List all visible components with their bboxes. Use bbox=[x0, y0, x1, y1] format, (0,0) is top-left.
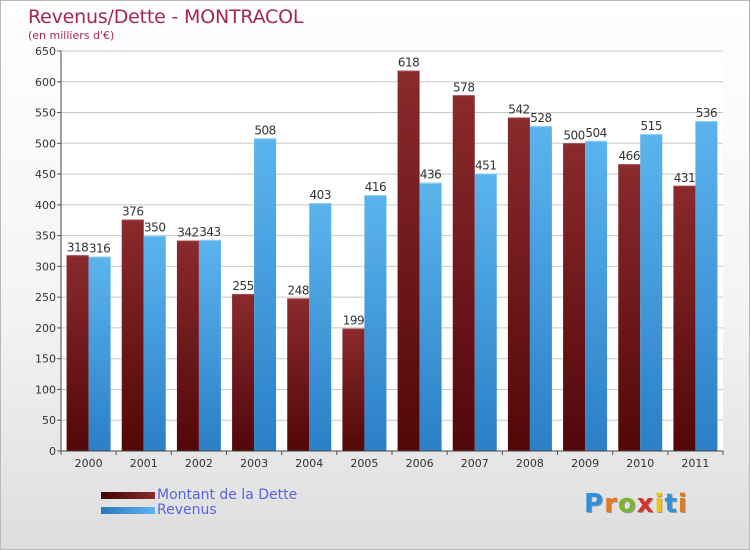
legend-swatch-dette bbox=[101, 491, 155, 499]
data-label-dette: 618 bbox=[398, 56, 419, 70]
bar-revenus bbox=[364, 195, 387, 451]
data-label-revenus: 536 bbox=[696, 106, 717, 120]
plot-area bbox=[61, 51, 723, 451]
y-tick-label: 50 bbox=[42, 414, 56, 427]
legend-label-dette: Montant de la Dette bbox=[157, 487, 298, 503]
y-tick-label: 200 bbox=[35, 322, 56, 335]
bar-dette bbox=[452, 95, 475, 452]
data-label-dette: 542 bbox=[508, 102, 529, 116]
chart-title: Revenus/Dette - MONTRACOL bbox=[28, 6, 304, 28]
y-tick-label: 450 bbox=[35, 168, 56, 181]
bar-dette bbox=[176, 240, 199, 451]
x-tick-label: 2006 bbox=[406, 457, 434, 470]
logo-letter: t bbox=[664, 489, 678, 519]
bar-dette bbox=[563, 143, 586, 452]
legend-item-dette: Montant de la Dette bbox=[101, 487, 297, 503]
bar-revenus bbox=[640, 134, 663, 452]
data-label-revenus: 436 bbox=[420, 168, 441, 182]
y-tick-label: 400 bbox=[35, 199, 56, 212]
bar-dette bbox=[342, 328, 365, 451]
logo-letter: i bbox=[677, 489, 688, 519]
bar-revenus bbox=[474, 173, 497, 451]
x-tick-label: 2003 bbox=[240, 457, 268, 470]
data-label-revenus: 515 bbox=[641, 119, 662, 133]
data-label-dette: 248 bbox=[288, 283, 309, 297]
legend-item-revenus: Revenus bbox=[101, 502, 217, 518]
data-label-revenus: 403 bbox=[310, 188, 331, 202]
logo-letter: r bbox=[604, 489, 618, 519]
data-label-revenus: 528 bbox=[530, 111, 551, 125]
bar-dette bbox=[121, 219, 144, 451]
bar-revenus bbox=[143, 235, 166, 451]
data-label-revenus: 504 bbox=[585, 126, 606, 140]
y-tick-label: 300 bbox=[35, 260, 56, 273]
legend-label-revenus: Revenus bbox=[157, 502, 217, 518]
y-tick-label: 250 bbox=[35, 291, 56, 304]
data-label-revenus: 316 bbox=[89, 242, 110, 256]
data-label-dette: 342 bbox=[177, 226, 198, 240]
x-tick-label: 2001 bbox=[130, 457, 158, 470]
data-label-revenus: 416 bbox=[365, 180, 386, 194]
bar-revenus bbox=[529, 126, 552, 452]
data-label-dette: 466 bbox=[619, 149, 640, 163]
x-tick-label: 2002 bbox=[185, 457, 213, 470]
x-tick-label: 2004 bbox=[295, 457, 323, 470]
x-tick-label: 2000 bbox=[75, 457, 103, 470]
proxiti-logo: Proxiti bbox=[584, 489, 688, 519]
legend-swatch-revenus bbox=[101, 506, 155, 514]
bar-dette bbox=[66, 255, 89, 451]
x-tick-label: 2011 bbox=[681, 457, 709, 470]
x-tick-label: 2007 bbox=[461, 457, 489, 470]
x-tick-label: 2009 bbox=[571, 457, 599, 470]
data-label-dette: 199 bbox=[343, 314, 364, 328]
bar-revenus bbox=[585, 140, 608, 451]
data-label-dette: 376 bbox=[122, 205, 143, 219]
data-label-revenus: 508 bbox=[254, 123, 275, 137]
data-label-dette: 255 bbox=[232, 279, 253, 293]
data-label-revenus: 350 bbox=[144, 221, 165, 235]
bar-revenus bbox=[419, 182, 442, 451]
chart-subtitle: (en milliers d'€) bbox=[28, 29, 115, 42]
data-label-dette: 431 bbox=[674, 171, 695, 185]
x-tick-label: 2008 bbox=[516, 457, 544, 470]
logo-letter: o bbox=[617, 489, 637, 519]
y-tick-label: 650 bbox=[35, 45, 56, 58]
bar-dette bbox=[507, 117, 530, 451]
bar-dette bbox=[287, 298, 310, 451]
bar-dette bbox=[397, 70, 420, 451]
logo-letter: i bbox=[654, 489, 665, 519]
bar-revenus bbox=[254, 138, 277, 451]
bar-revenus bbox=[695, 121, 718, 452]
x-tick-label: 2010 bbox=[626, 457, 654, 470]
data-label-dette: 318 bbox=[67, 240, 88, 254]
bar-revenus bbox=[198, 239, 221, 451]
data-label-dette: 500 bbox=[563, 128, 584, 142]
logo-letter: P bbox=[584, 489, 605, 519]
y-tick-label: 500 bbox=[35, 137, 56, 150]
bar-dette bbox=[232, 294, 255, 451]
bar-dette bbox=[673, 185, 696, 451]
y-tick-label: 150 bbox=[35, 353, 56, 366]
bar-revenus bbox=[88, 256, 111, 451]
y-tick-label: 600 bbox=[35, 76, 56, 89]
y-tick-label: 0 bbox=[49, 445, 56, 458]
data-label-revenus: 451 bbox=[475, 158, 496, 172]
bar-dette bbox=[618, 164, 641, 451]
logo-letter: x bbox=[636, 489, 655, 519]
x-tick-label: 2005 bbox=[350, 457, 378, 470]
bar-revenus bbox=[309, 203, 332, 451]
data-label-dette: 578 bbox=[453, 80, 474, 94]
y-tick-label: 350 bbox=[35, 230, 56, 243]
y-tick-label: 100 bbox=[35, 383, 56, 396]
data-label-revenus: 343 bbox=[199, 225, 220, 239]
y-tick-label: 550 bbox=[35, 107, 56, 120]
